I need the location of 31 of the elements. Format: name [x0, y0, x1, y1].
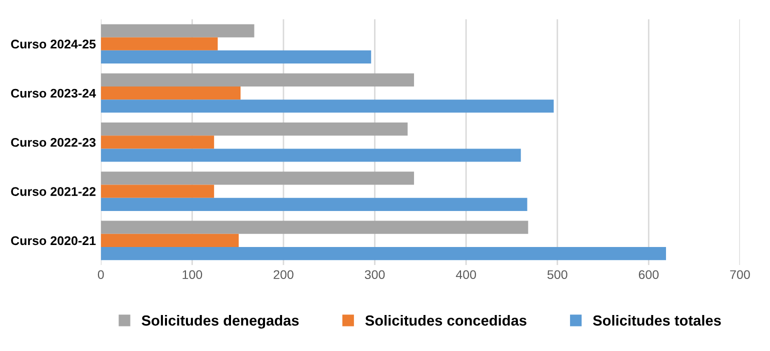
y-tick-label: Curso 2020-21 [11, 236, 96, 246]
legend-label: Solicitudes concedidas [365, 314, 526, 326]
x-tick-label: 700 [730, 270, 750, 280]
x-tick-label: 0 [98, 270, 104, 280]
bar [100, 86, 241, 100]
bar [100, 50, 372, 64]
y-tick-label: Curso 2022-23 [11, 138, 96, 147]
x-tick-label: 400 [456, 270, 476, 280]
legend-label: Solicitudes totales [593, 314, 721, 326]
bar [100, 220, 528, 234]
bar [100, 24, 254, 38]
x-tick-label: 300 [364, 270, 385, 280]
legend-label: Solicitudes denegadas [142, 314, 299, 329]
x-tick-label: 200 [274, 270, 294, 280]
bar [100, 198, 528, 211]
bar [100, 172, 414, 185]
y-tick-label: Curso 2023-24 [11, 88, 96, 98]
bar [100, 73, 414, 86]
x-tick-label: 600 [638, 270, 659, 280]
bar [100, 136, 214, 149]
bar [100, 37, 218, 50]
y-tick-label: Curso 2021-22 [11, 187, 96, 196]
bar [100, 234, 239, 247]
y-tick-label: Curso 2024-25 [11, 40, 96, 49]
bar [100, 100, 554, 113]
bar [100, 246, 666, 260]
bar [100, 122, 408, 136]
x-tick-label: 500 [547, 270, 568, 280]
bar [100, 184, 214, 198]
bar [100, 148, 521, 162]
x-tick-label: 100 [182, 270, 202, 280]
